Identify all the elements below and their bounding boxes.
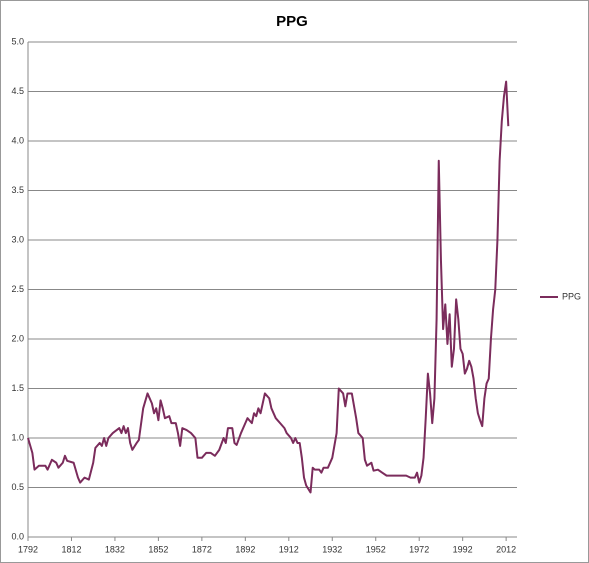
x-tick-label: 1912 [279,544,299,554]
y-tick-label: 1.0 [11,432,24,442]
x-tick-label: 1872 [192,544,212,554]
chart-title: PPG [276,13,308,30]
x-tick-label: 1892 [235,544,255,554]
y-tick-label: 1.5 [11,383,24,393]
y-tick-label: 5.0 [11,36,24,46]
y-tick-label: 3.5 [11,185,24,195]
x-tick-label: 1972 [409,544,429,554]
y-tick-label: 2.5 [11,284,24,294]
data-line [27,80,510,494]
y-tick-label: 3.0 [11,234,24,244]
x-tick-label: 1832 [105,544,125,554]
y-tick-label: 0.5 [11,482,24,492]
x-tick-label: 1932 [322,544,342,554]
x-tick-label: 1792 [18,544,38,554]
y-tick-label: 4.5 [11,86,24,96]
y-tick-label: 2.0 [11,333,24,343]
y-tick-label: 0.0 [11,531,24,541]
legend-label: PPG [562,291,581,301]
y-tick-label: 4.0 [11,135,24,145]
x-tick-label: 1812 [61,544,81,554]
x-tick-label: 2012 [496,544,516,554]
x-tick-label: 1852 [148,544,168,554]
x-tick-label: 1952 [366,544,386,554]
x-tick-label: 1992 [453,544,473,554]
